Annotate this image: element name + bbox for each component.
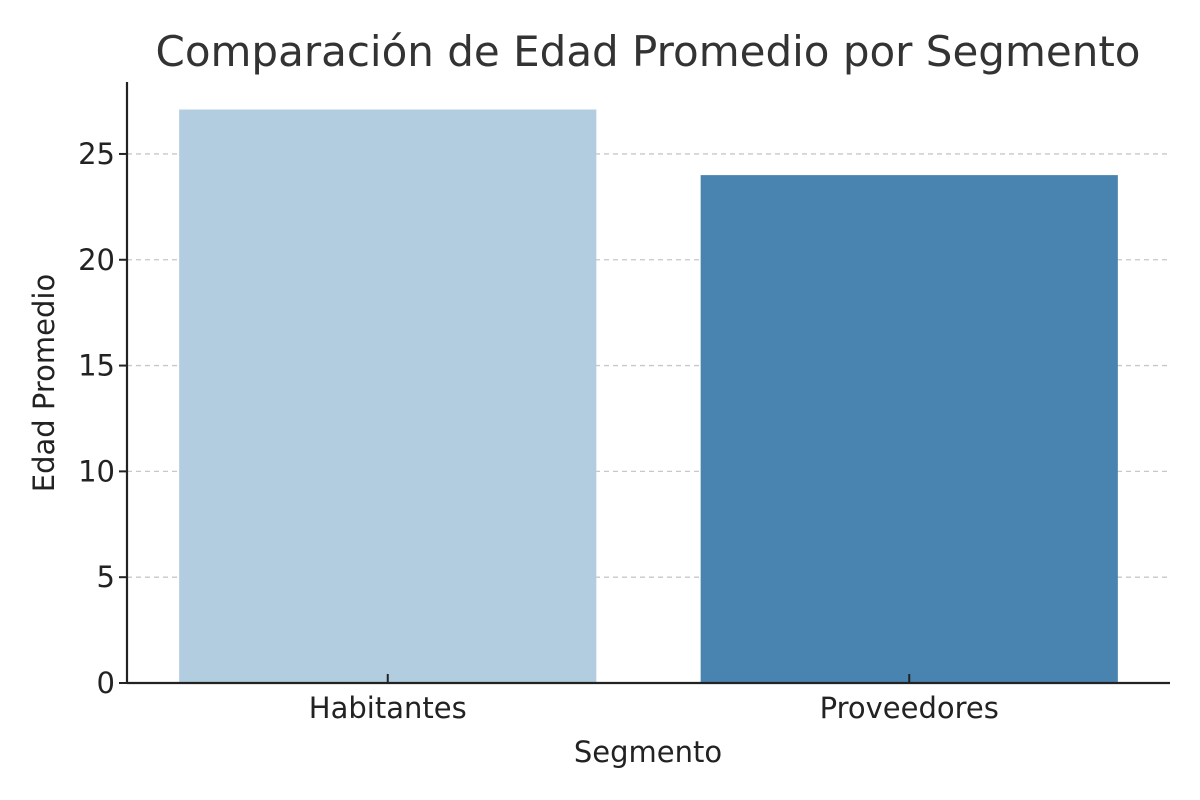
bar-proveedores xyxy=(700,175,1118,683)
y-tick-label: 10 xyxy=(78,454,115,488)
y-ticks: 0 5 10 15 20 25 xyxy=(78,137,127,700)
y-tick-label: 0 xyxy=(97,666,115,700)
y-tick-label: 15 xyxy=(78,349,115,383)
bar-habitantes xyxy=(179,109,597,684)
x-tick-label: Proveedores xyxy=(820,691,999,725)
axes-layer xyxy=(125,82,1170,685)
bars-layer xyxy=(179,109,1118,684)
y-axis-label: Edad Promedio xyxy=(27,274,61,492)
chart-title: Comparación de Edad Promedio por Segment… xyxy=(156,27,1141,76)
y-tick-label: 20 xyxy=(78,243,115,277)
y-tick-label: 25 xyxy=(78,137,115,171)
x-tick-label: Habitantes xyxy=(309,691,467,725)
y-tick-label: 5 xyxy=(97,560,115,594)
x-ticks: Habitantes Proveedores xyxy=(309,674,999,725)
x-axis-label: Segmento xyxy=(574,735,722,769)
